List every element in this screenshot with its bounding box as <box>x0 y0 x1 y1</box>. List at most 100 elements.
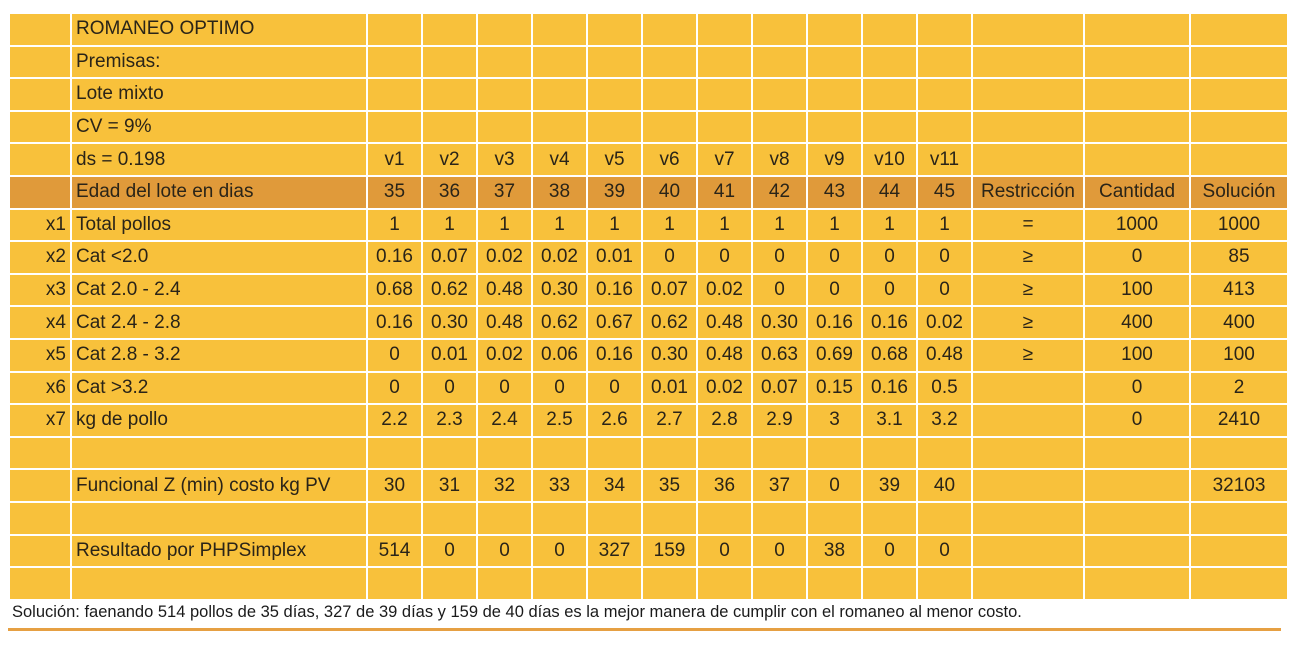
empty-cell <box>423 111 476 143</box>
empty-cell <box>10 46 70 78</box>
coefficient: 0.30 <box>753 307 806 338</box>
coefficient: 0.01 <box>423 339 476 371</box>
empty-cell <box>643 46 696 78</box>
romaneo-table: ROMANEO OPTIMO Premisas: Lote mixto CV = 9%… <box>8 12 1289 601</box>
coefficient: 0 <box>533 372 586 404</box>
constraint-id: x5 <box>10 339 70 371</box>
empty-cell <box>1085 14 1189 45</box>
empty-cell <box>478 14 531 45</box>
premise-row: CV = 9% <box>10 111 1287 143</box>
variable-label: v6 <box>643 144 696 175</box>
objective-solution: 32103 <box>1191 470 1287 501</box>
constraint-label: Cat 2.0 - 2.4 <box>72 274 366 306</box>
constraint-label: Cat <2.0 <box>72 242 366 273</box>
coefficient: 0.07 <box>753 372 806 404</box>
blank-row <box>10 437 1287 469</box>
empty-cell <box>533 111 586 143</box>
title-row: ROMANEO OPTIMO <box>10 14 1287 45</box>
result-value: 0 <box>698 535 751 567</box>
empty-cell <box>1191 535 1287 567</box>
empty-cell <box>423 437 476 469</box>
quantity-value: 0 <box>1085 372 1189 404</box>
coefficient: 0 <box>478 372 531 404</box>
empty-cell <box>588 14 641 45</box>
coefficient: 0.30 <box>533 274 586 306</box>
coefficient: 1 <box>863 209 916 241</box>
premise-row: Lote mixto <box>10 79 1287 110</box>
objective-coefficient: 30 <box>368 470 421 501</box>
empty-cell <box>1085 502 1189 534</box>
empty-cell <box>973 111 1083 143</box>
variable-label: v7 <box>698 144 751 175</box>
empty-cell <box>808 46 861 78</box>
coefficient: 0.06 <box>533 339 586 371</box>
empty-cell <box>1191 144 1287 175</box>
constraint-label: Cat >3.2 <box>72 372 366 404</box>
empty-cell <box>918 46 971 78</box>
coefficient: 3.1 <box>863 405 916 436</box>
coefficient: 1 <box>533 209 586 241</box>
coefficient: 0.48 <box>478 307 531 338</box>
age-value: 42 <box>753 176 806 208</box>
objective-coefficient: 40 <box>918 470 971 501</box>
empty-cell <box>588 111 641 143</box>
solution-value: 2410 <box>1191 405 1287 436</box>
empty-cell <box>863 111 916 143</box>
empty-cell <box>698 14 751 45</box>
objective-row: Funcional Z (min) costo kg PV 30 31 32 33 34 3… <box>10 470 1287 501</box>
empty-cell <box>368 568 421 599</box>
empty-cell <box>918 79 971 110</box>
empty-cell <box>533 14 586 45</box>
title-cell: ROMANEO OPTIMO <box>72 14 366 45</box>
empty-cell <box>1191 568 1287 599</box>
coefficient: 0.07 <box>423 242 476 273</box>
table-body: ROMANEO OPTIMO Premisas: Lote mixto CV = 9%… <box>10 14 1287 599</box>
coefficient: 1 <box>368 209 421 241</box>
coefficient: 0.68 <box>863 339 916 371</box>
quantity-value: 100 <box>1085 339 1189 371</box>
constraint-id: x6 <box>10 372 70 404</box>
blank-row <box>10 502 1287 534</box>
age-value: 39 <box>588 176 641 208</box>
variable-label: v1 <box>368 144 421 175</box>
solution-value: 100 <box>1191 339 1287 371</box>
constraint-row: x1 Total pollos 1 1 1 1 1 1 1 1 1 1 1 = 1000 1000 <box>10 209 1287 241</box>
empty-cell <box>1191 502 1287 534</box>
coefficient: 0.16 <box>368 307 421 338</box>
age-value: 36 <box>423 176 476 208</box>
empty-cell <box>973 46 1083 78</box>
coefficient: 2.9 <box>753 405 806 436</box>
constraint-id: x7 <box>10 405 70 436</box>
quantity-value: 100 <box>1085 274 1189 306</box>
empty-cell <box>973 535 1083 567</box>
coefficient: 0.16 <box>588 274 641 306</box>
coefficient: 2.7 <box>643 405 696 436</box>
empty-cell <box>423 46 476 78</box>
empty-cell <box>423 79 476 110</box>
age-row: Edad del lote en dias 35 36 37 38 39 40 41 42 43 4… <box>10 176 1287 208</box>
premise-cell: ds = 0.198 <box>72 144 366 175</box>
coefficient: 0.63 <box>753 339 806 371</box>
solution-header: Solución <box>1191 176 1287 208</box>
solution-value: 400 <box>1191 307 1287 338</box>
constraint-row: x6 Cat >3.2 0 0 0 0 0 0.01 0.02 0.07 0.15 0.16 0.5 0 2 <box>10 372 1287 404</box>
result-value: 0 <box>918 535 971 567</box>
coefficient: 3 <box>808 405 861 436</box>
coefficient: 0 <box>753 274 806 306</box>
constraint-label: Cat 2.8 - 3.2 <box>72 339 366 371</box>
empty-cell <box>533 568 586 599</box>
divider-line <box>8 628 1281 631</box>
restriction-header: Restricción <box>973 176 1083 208</box>
age-value: 41 <box>698 176 751 208</box>
coefficient: 0.62 <box>423 274 476 306</box>
coefficient: 0.48 <box>918 339 971 371</box>
coefficient: 1 <box>918 209 971 241</box>
result-value: 0 <box>478 535 531 567</box>
coefficient: 0 <box>753 242 806 273</box>
empty-cell <box>10 14 70 45</box>
constraint-id: x4 <box>10 307 70 338</box>
coefficient: 1 <box>643 209 696 241</box>
coefficient: 0 <box>808 274 861 306</box>
objective-coefficient: 39 <box>863 470 916 501</box>
constraint-row: x2 Cat <2.0 0.16 0.07 0.02 0.02 0.01 0 0 0 0 0 0 ≥0 85 <box>10 242 1287 273</box>
